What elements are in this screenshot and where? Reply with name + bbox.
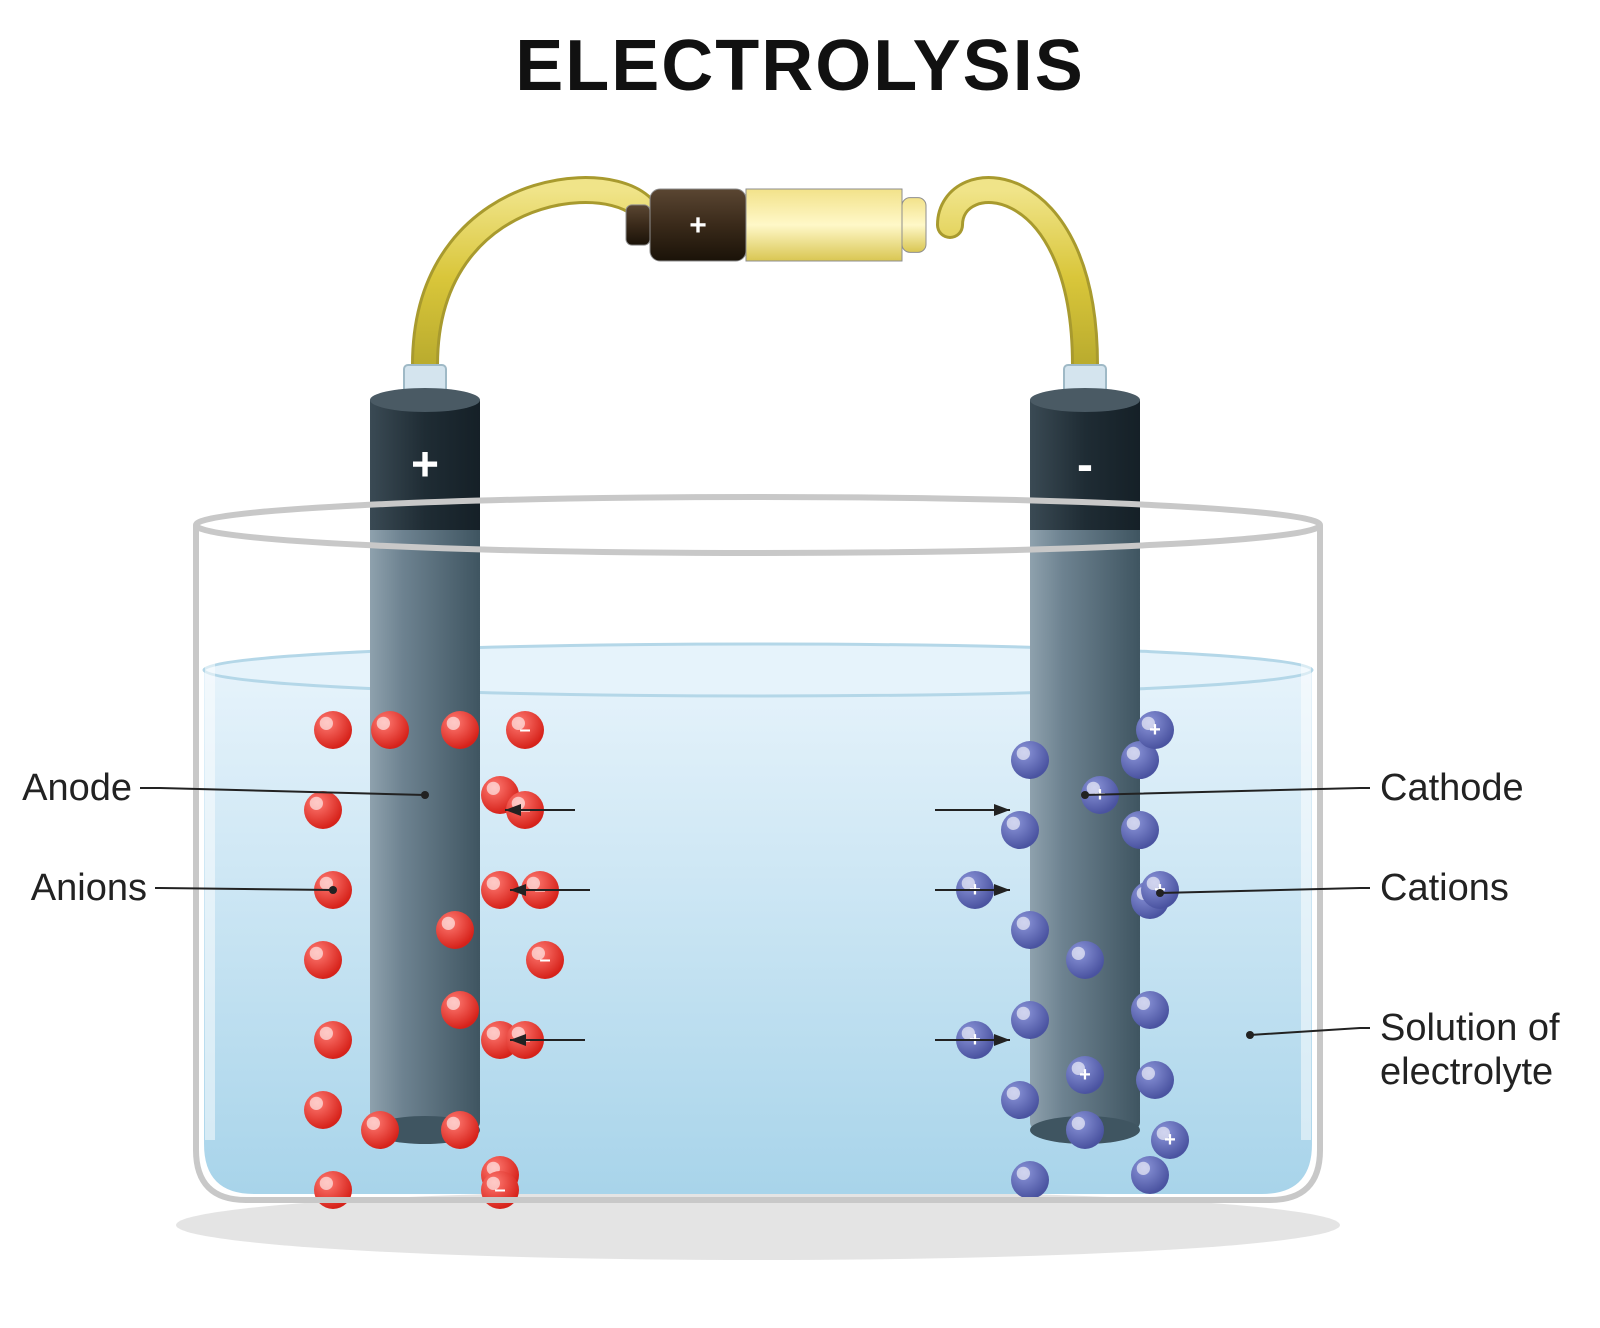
callout-cathode-label: Cathode <box>1380 767 1524 809</box>
callout-anions-label: Anions <box>31 867 147 909</box>
anion <box>314 711 352 749</box>
cation <box>1011 1001 1049 1039</box>
callout-anode-label: Anode <box>22 767 132 809</box>
anion <box>436 911 474 949</box>
wire-right <box>950 190 1085 365</box>
anion-labelled: – <box>506 711 544 749</box>
svg-text:–: – <box>519 719 530 741</box>
svg-text:–: – <box>539 949 550 971</box>
battery: + <box>626 189 926 261</box>
anion <box>441 1111 479 1149</box>
cation-labelled: + <box>1136 711 1174 749</box>
anode-symbol: + <box>411 439 439 492</box>
anion <box>304 941 342 979</box>
cation <box>1136 1061 1174 1099</box>
callout-cations-label: Cations <box>1380 867 1509 909</box>
cathode-symbol: - <box>1077 439 1093 492</box>
anion-labelled: – <box>481 1171 519 1209</box>
cation <box>1001 1081 1039 1119</box>
anion <box>361 1111 399 1149</box>
anion-labelled: – <box>526 941 564 979</box>
anion <box>371 711 409 749</box>
cation <box>1011 741 1049 779</box>
callout-solution-label: Solution of <box>1380 1007 1560 1049</box>
cation <box>1011 1161 1049 1199</box>
anion <box>314 1171 352 1209</box>
cation <box>1066 941 1104 979</box>
cation <box>1011 911 1049 949</box>
anion <box>304 791 342 829</box>
svg-text:+: + <box>1164 1129 1176 1151</box>
diagram-title: ELECTROLYSIS <box>515 26 1084 106</box>
anion <box>441 991 479 1029</box>
cation <box>1121 811 1159 849</box>
cation <box>1001 811 1039 849</box>
battery-plus-label: + <box>689 209 707 242</box>
svg-text:+: + <box>1149 719 1161 741</box>
anion <box>441 711 479 749</box>
cation <box>1131 1156 1169 1194</box>
cation-labelled: + <box>1151 1121 1189 1159</box>
cation-labelled: + <box>1066 1056 1104 1094</box>
callout-solution-label2: electrolyte <box>1380 1051 1553 1093</box>
svg-text:+: + <box>1079 1064 1091 1086</box>
cation <box>1131 991 1169 1029</box>
cation <box>1066 1111 1104 1149</box>
anion <box>304 1091 342 1129</box>
anion <box>314 1021 352 1059</box>
